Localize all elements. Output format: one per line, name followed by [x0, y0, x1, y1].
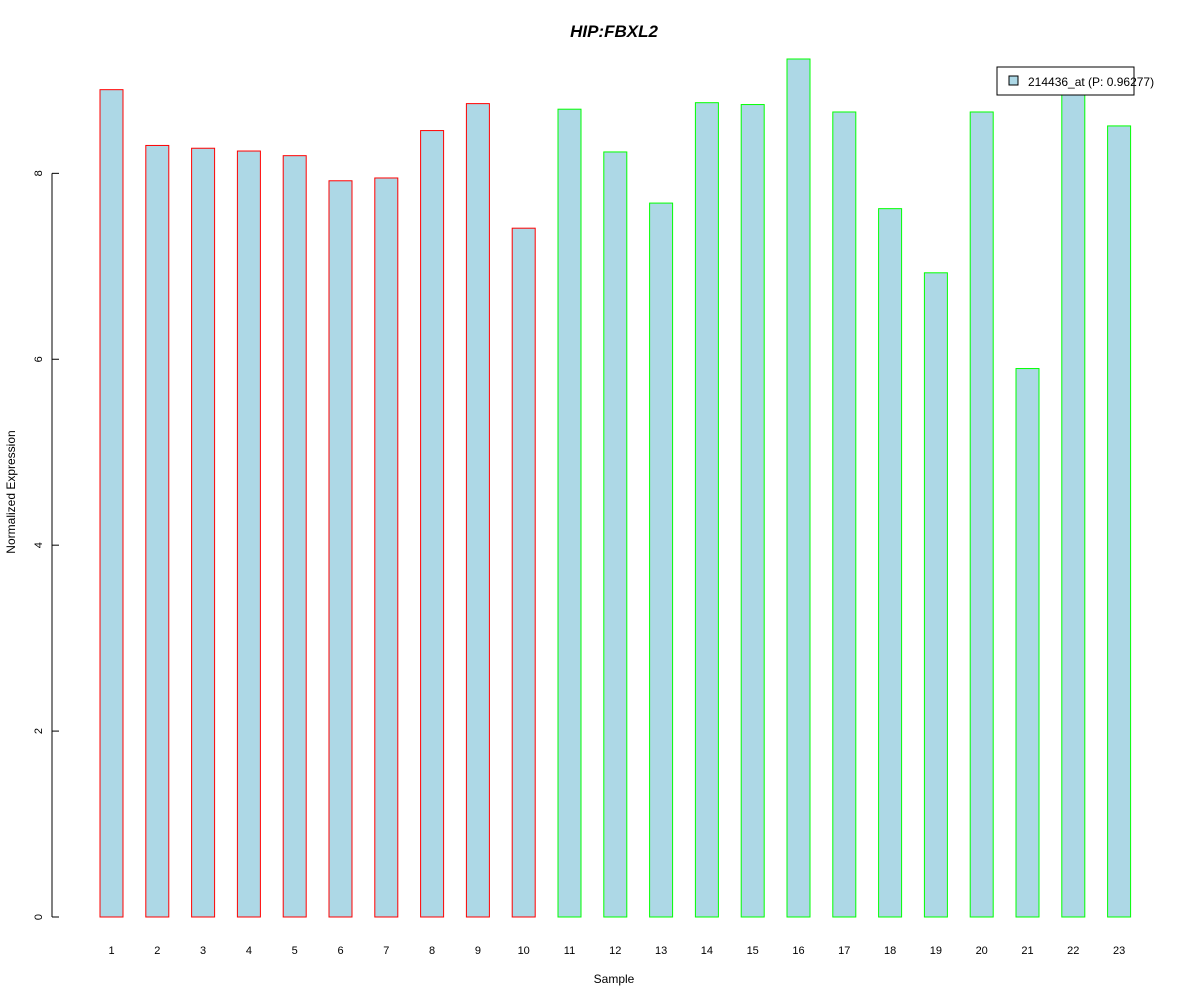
y-tick-label: 6: [33, 356, 45, 362]
bar: [282, 155, 307, 918]
x-tick-label: 21: [1021, 945, 1033, 957]
legend: 214436_at (P: 0.96277): [996, 66, 1154, 96]
bar: [878, 208, 903, 918]
legend-swatch: [1008, 75, 1019, 86]
bar: [465, 103, 490, 918]
x-tick-label: 16: [792, 945, 804, 957]
y-axis: 0 2 4 6 8: [33, 170, 59, 920]
x-axis-label: Sample: [594, 972, 635, 986]
bar: [832, 111, 857, 918]
bar: [694, 102, 719, 918]
bar: [236, 150, 261, 918]
y-tick-label: 2: [33, 728, 45, 734]
bar: [374, 177, 399, 918]
x-tick-label: 11: [564, 945, 575, 957]
y-axis-label: Normalized Expression: [4, 430, 18, 553]
x-tick-label: 3: [200, 945, 206, 957]
bar: [328, 180, 353, 918]
y-tick-label: 4: [33, 542, 45, 548]
x-tick-label: 6: [337, 945, 343, 957]
bar: [1061, 91, 1086, 918]
x-tick-label: 14: [701, 945, 713, 957]
x-tick-label: 5: [292, 945, 298, 957]
bar: [1107, 125, 1132, 918]
x-tick-label: 22: [1067, 945, 1079, 957]
x-tick-label: 1: [108, 945, 114, 957]
x-tick-label: 18: [884, 945, 896, 957]
bar: [923, 272, 948, 918]
x-tick-label: 15: [747, 945, 759, 957]
bar: [1015, 368, 1040, 918]
bar: [786, 58, 811, 918]
x-tick-label: 9: [475, 945, 481, 957]
chart-title: HIP:FBXL2: [570, 22, 658, 41]
x-tick-label: 19: [930, 945, 942, 957]
legend-box: [996, 66, 1135, 96]
x-tick-label: 17: [838, 945, 850, 957]
x-tick-label: 4: [246, 945, 252, 957]
x-tick-label: 23: [1113, 945, 1125, 957]
bar: [649, 202, 674, 918]
x-tick-label: 12: [609, 945, 621, 957]
bars: [99, 58, 1132, 918]
bar: [99, 89, 124, 918]
bar: [603, 151, 628, 918]
bar: [740, 104, 765, 918]
y-tick-label: 0: [33, 914, 45, 920]
bar: [511, 227, 536, 918]
bar: [557, 108, 582, 918]
x-tick-label: 13: [655, 945, 667, 957]
x-tick-label: 10: [518, 945, 530, 957]
bar: [191, 147, 216, 918]
y-tick-label: 8: [33, 170, 45, 176]
x-tick-label: 7: [383, 945, 389, 957]
bar: [420, 130, 445, 918]
x-tick-label: 20: [976, 945, 988, 957]
bar: [145, 144, 170, 918]
x-tick-label: 2: [154, 945, 160, 957]
x-tick-label: 8: [429, 945, 435, 957]
bar: [969, 111, 994, 918]
legend-entry-label: 214436_at (P: 0.96277): [1028, 75, 1154, 89]
x-tick-labels: 1 2 3 4 5 6 7 8 9 10 11 12 13 14 15 16 17 18 19 20 21 22 23: [108, 945, 1125, 957]
